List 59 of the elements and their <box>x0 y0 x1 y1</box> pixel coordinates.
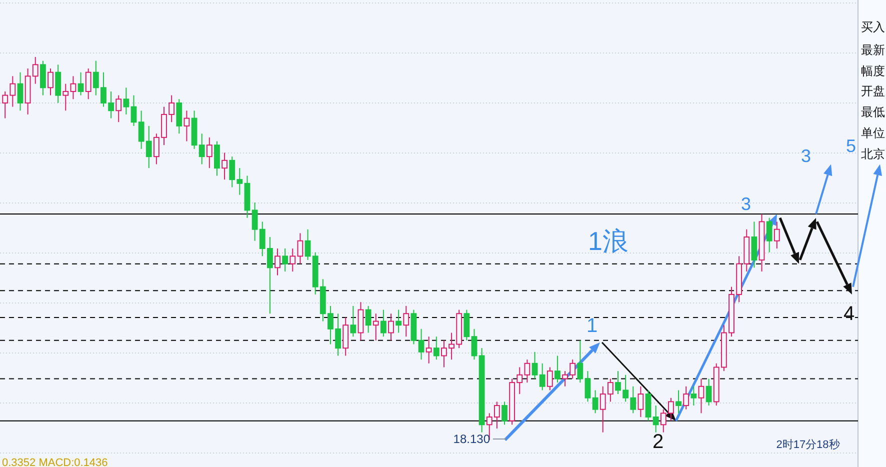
candlestick <box>372 313 379 341</box>
candlestick <box>222 152 228 180</box>
candlestick <box>17 72 24 112</box>
annotation: 18.130 <box>453 432 490 446</box>
candlestick <box>638 386 644 418</box>
candlestick <box>698 378 704 414</box>
text: 0.3352 MACD:0.1436 <box>2 457 108 467</box>
candlestick <box>774 221 780 249</box>
annotation: 1 <box>586 315 598 337</box>
candlestick <box>433 336 440 360</box>
candlestick <box>683 386 690 410</box>
text: 5 <box>846 136 856 156</box>
candlestick <box>342 316 349 356</box>
candlestick <box>706 378 712 406</box>
text: 北京 <box>861 147 885 161</box>
candlestick <box>478 348 485 433</box>
candlestick <box>676 390 682 414</box>
annotation: 2 <box>652 431 664 453</box>
candlestick <box>396 309 402 334</box>
candlestick <box>198 133 205 165</box>
candlestick <box>123 87 130 115</box>
candlestick <box>206 136 212 169</box>
text: 3 <box>800 146 812 166</box>
candlestick <box>274 248 280 276</box>
candlestick <box>191 110 198 150</box>
text: 单位 <box>861 126 885 140</box>
candlestick <box>282 248 288 272</box>
candlestick <box>418 328 424 360</box>
candlestick <box>758 214 765 272</box>
candlestick <box>304 228 311 260</box>
candlestick <box>358 302 364 341</box>
text: 最新 <box>861 43 885 57</box>
annotation: 1浪 <box>588 226 628 256</box>
candlestick <box>184 110 190 142</box>
text: 幅度 <box>861 64 885 78</box>
candlestick <box>471 328 478 360</box>
candlestick <box>85 68 92 100</box>
annotation: 3 <box>740 194 752 214</box>
candlestick <box>645 390 652 422</box>
candlestick <box>554 355 560 384</box>
candlestick <box>130 94 137 126</box>
candlestick <box>365 305 372 334</box>
candlestick <box>577 340 584 384</box>
candlestick <box>403 305 410 338</box>
candlestick <box>426 336 432 364</box>
candlestick <box>78 72 84 96</box>
candlestick <box>244 175 250 218</box>
candlestick <box>652 405 659 433</box>
text: 4 <box>843 303 855 325</box>
annotation: 2时17分18秒 <box>776 438 840 451</box>
text: 开盘 <box>861 84 885 98</box>
text: 买入 <box>861 20 885 34</box>
candlestick <box>55 64 62 104</box>
candlestick <box>48 68 54 96</box>
candlestick <box>751 221 758 268</box>
candlestick <box>388 313 394 341</box>
candlestick <box>176 98 182 134</box>
text: 最低 <box>861 105 885 119</box>
candlestick <box>690 386 697 406</box>
